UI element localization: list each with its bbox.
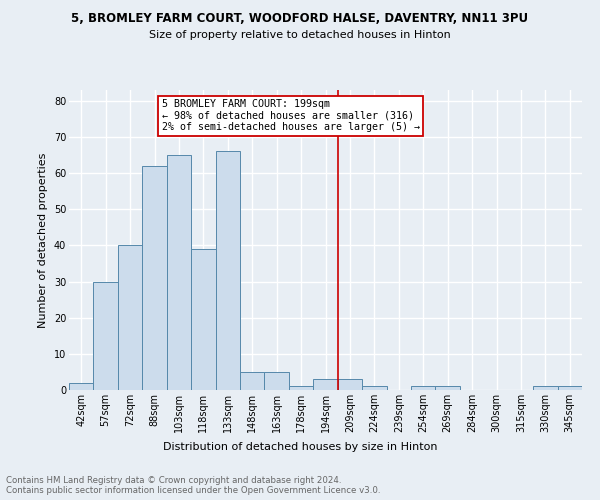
Bar [411, 386, 436, 390]
Bar [436, 386, 460, 390]
Text: 5 BROMLEY FARM COURT: 199sqm
← 98% of detached houses are smaller (316)
2% of se: 5 BROMLEY FARM COURT: 199sqm ← 98% of de… [162, 99, 420, 132]
Bar [94, 282, 118, 390]
Text: Size of property relative to detached houses in Hinton: Size of property relative to detached ho… [149, 30, 451, 40]
Bar [362, 386, 386, 390]
Bar [167, 155, 191, 390]
Bar [289, 386, 313, 390]
Text: 5, BROMLEY FARM COURT, WOODFORD HALSE, DAVENTRY, NN11 3PU: 5, BROMLEY FARM COURT, WOODFORD HALSE, D… [71, 12, 529, 26]
Bar [265, 372, 289, 390]
Bar [215, 152, 240, 390]
Bar [533, 386, 557, 390]
Text: Contains HM Land Registry data © Crown copyright and database right 2024.
Contai: Contains HM Land Registry data © Crown c… [6, 476, 380, 495]
Bar [118, 246, 142, 390]
Bar [69, 383, 94, 390]
Text: Distribution of detached houses by size in Hinton: Distribution of detached houses by size … [163, 442, 437, 452]
Y-axis label: Number of detached properties: Number of detached properties [38, 152, 48, 328]
Bar [338, 379, 362, 390]
Bar [142, 166, 167, 390]
Bar [240, 372, 265, 390]
Bar [313, 379, 338, 390]
Bar [557, 386, 582, 390]
Bar [191, 249, 215, 390]
